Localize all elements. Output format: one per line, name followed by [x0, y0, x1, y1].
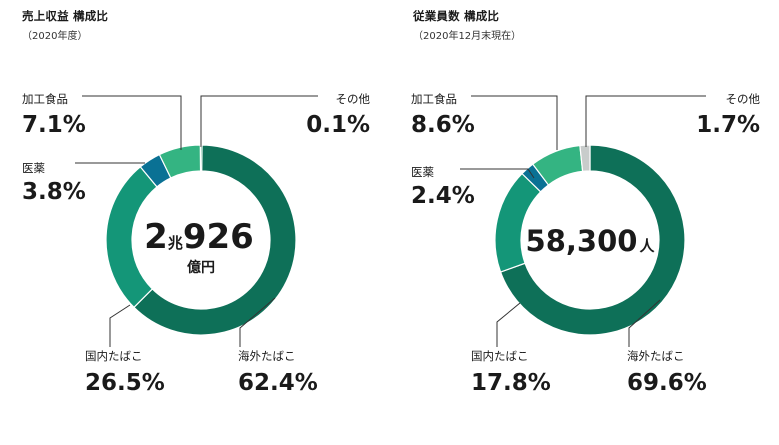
- revenue-chart-title: 売上収益 構成比: [22, 9, 109, 23]
- slice-label-food: 加工食品: [22, 92, 68, 106]
- center-num2: 926: [183, 217, 254, 257]
- slice-label-domestic: 国内たばこ: [85, 349, 143, 363]
- slice-value-food: 7.1%: [22, 112, 86, 138]
- employee-chart-title: 従業員数 構成比: [413, 9, 500, 23]
- leader-line-overseas: [628, 299, 661, 347]
- donut-slice-other: [199, 144, 203, 172]
- employee-donut: 海外たばこ 69.6% 国内たばこ 17.8% 医薬 2.4% 加工食品 8.6% その他 1.7…: [411, 92, 760, 396]
- center-total: 58,300 人: [526, 224, 656, 258]
- slice-value-other: 1.7%: [696, 112, 760, 138]
- slice-label-other: その他: [726, 92, 761, 106]
- revenue-chart-subtitle: （2020年度）: [22, 31, 88, 42]
- slice-label-pharma: 医薬: [411, 165, 434, 179]
- center-unit1: 兆: [168, 234, 183, 252]
- revenue-donut: 海外たばこ 62.4% 国内たばこ 26.5% 医薬 3.8% 加工食品 7.1% その他 0.1…: [22, 92, 370, 396]
- center-num1: 2: [144, 217, 168, 257]
- center-num1: 58,300: [526, 224, 638, 258]
- slice-label-overseas: 海外たばこ: [238, 349, 296, 363]
- leader-line-domestic: [109, 304, 131, 347]
- leader-line-food: [471, 95, 558, 150]
- slice-value-pharma: 3.8%: [22, 179, 86, 205]
- slice-label-domestic: 国内たばこ: [471, 349, 529, 363]
- leader-line-domestic: [496, 302, 521, 347]
- donut-slice-other: [579, 144, 591, 173]
- slice-label-pharma: 医薬: [22, 161, 45, 175]
- slice-label-overseas: 海外たばこ: [627, 349, 685, 363]
- employee-chart-subtitle: （2020年12月末現在）: [413, 31, 522, 42]
- leader-line-overseas: [239, 297, 276, 347]
- slice-value-other: 0.1%: [306, 112, 370, 138]
- center-total: 2兆926: [144, 217, 254, 257]
- slice-value-overseas: 62.4%: [238, 370, 318, 396]
- leader-line-other: [200, 95, 318, 147]
- slice-value-pharma: 2.4%: [411, 183, 475, 209]
- slice-label-food: 加工食品: [411, 92, 457, 106]
- leader-line-food: [82, 95, 182, 150]
- donut-slice-overseas: [499, 144, 686, 336]
- slice-label-other: その他: [336, 92, 371, 106]
- leader-line-other: [585, 95, 706, 147]
- slice-value-food: 8.6%: [411, 112, 475, 138]
- donut-slice-overseas: [133, 144, 297, 336]
- center-unit1: 人: [639, 237, 655, 255]
- slice-value-domestic: 17.8%: [471, 370, 551, 396]
- center-unit2: 億円: [187, 259, 215, 276]
- slice-value-overseas: 69.6%: [627, 370, 707, 396]
- leader-line-pharma: [460, 168, 535, 179]
- slice-value-domestic: 26.5%: [85, 370, 165, 396]
